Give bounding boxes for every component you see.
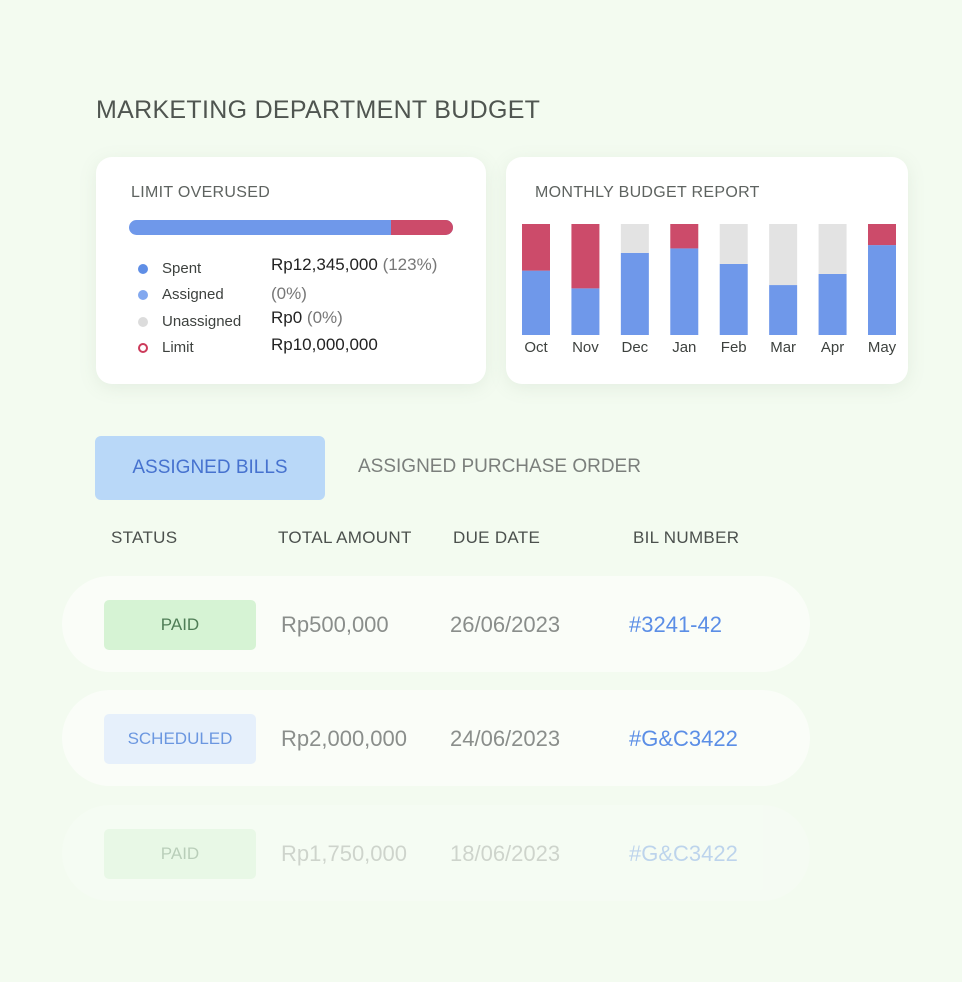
- header-due-date[interactable]: DUE DATE: [453, 528, 541, 547]
- status-badge: SCHEDULED: [104, 714, 256, 764]
- limit-ring-icon: [138, 342, 148, 353]
- bar-segment: [868, 224, 896, 246]
- bar-segment: [620, 252, 649, 335]
- limit-card-title: LIMIT OVERUSED: [131, 184, 271, 201]
- header-status[interactable]: STATUS: [111, 528, 178, 547]
- bar-segment: [719, 224, 748, 264]
- bar-segment: [818, 224, 847, 274]
- page-title: MARKETING DEPARTMENT BUDGET: [96, 96, 541, 124]
- due-date-cell: 18/06/2023: [450, 841, 561, 866]
- month-tick-label: May: [868, 339, 897, 356]
- unassigned-percent: (0%): [306, 308, 343, 327]
- legend-spent: Spent: [138, 260, 201, 277]
- limit-value: Rp10,000,000: [271, 335, 378, 355]
- spent-percent: (123%): [382, 255, 438, 274]
- bar-segment: [868, 245, 896, 335]
- spent-amount: Rp12,345,000: [271, 255, 378, 274]
- amount-cell: Rp500,000: [281, 612, 389, 637]
- amount-cell: Rp1,750,000: [281, 841, 407, 866]
- spent-dot-icon: [138, 263, 148, 274]
- month-tick-label: Dec: [622, 339, 649, 356]
- bill-number-link[interactable]: #G&C3422: [629, 726, 738, 751]
- bar-segment: [719, 263, 748, 335]
- monthly-budget-chart: Oct Nov Dec Jan Feb Mar Apr May: [522, 224, 897, 356]
- unassigned-value: Rp0 (0%): [271, 308, 343, 328]
- header-total-amount[interactable]: TOTAL AMOUNT: [278, 528, 412, 547]
- limit-amount: Rp10,000,000: [271, 335, 378, 354]
- legend-assigned: Assigned: [138, 286, 224, 303]
- month-tick-label: Jan: [672, 339, 696, 356]
- bar-segment: [571, 288, 600, 335]
- legend-label: Unassigned: [162, 313, 242, 330]
- unassigned-amount: Rp0: [271, 308, 303, 327]
- tab-assigned-bills[interactable]: ASSIGNED BILLS: [95, 436, 325, 500]
- unassigned-dot-icon: [138, 316, 148, 327]
- bar-segment: [522, 224, 550, 271]
- bill-number-link[interactable]: #G&C3422: [629, 841, 738, 866]
- spent-value: Rp12,345,000 (123%): [271, 255, 437, 275]
- limit-progress-bar: [129, 220, 453, 235]
- due-date-cell: 26/06/2023: [450, 612, 561, 637]
- tab-assigned-purchase-order[interactable]: ASSIGNED PURCHASE ORDER: [358, 456, 641, 477]
- month-tick-label: Feb: [721, 339, 747, 356]
- bar-segment: [620, 224, 649, 253]
- table-row[interactable]: PAID Rp500,000 26/06/2023 #3241-42: [62, 576, 810, 672]
- bar-segment: [769, 224, 798, 286]
- month-tick-label: Oct: [524, 339, 548, 356]
- legend-unassigned: Unassigned: [138, 313, 241, 330]
- legend-label: Spent: [162, 260, 202, 277]
- assigned-percent: (0%): [271, 284, 307, 303]
- legend-label: Assigned: [162, 286, 224, 303]
- due-date-cell: 24/06/2023: [450, 726, 561, 751]
- monthly-report-card: MONTHLY BUDGET REPORT Oct Nov Dec Jan Feb Mar…: [506, 157, 908, 384]
- month-tick-label: Mar: [770, 339, 796, 356]
- bar-segment: [670, 248, 699, 335]
- assigned-value: (0%): [271, 284, 307, 304]
- report-card-title: MONTHLY BUDGET REPORT: [535, 184, 760, 201]
- status-badge: PAID: [104, 600, 256, 650]
- status-badge: PAID: [104, 829, 256, 879]
- month-tick-label: Apr: [821, 339, 844, 356]
- amount-cell: Rp2,000,000: [281, 726, 407, 751]
- limit-card: LIMIT OVERUSED Spent Rp12,345,000 (123%)…: [96, 157, 486, 384]
- table-row[interactable]: PAID Rp1,750,000 18/06/2023 #G&C3422: [62, 805, 810, 901]
- legend-limit: Limit: [138, 339, 194, 356]
- bar-segment: [571, 224, 600, 289]
- overused-segment: [391, 220, 453, 235]
- bar-segment: [522, 270, 550, 335]
- assigned-dot-icon: [138, 289, 148, 300]
- legend-label: Limit: [162, 339, 194, 356]
- bar-segment: [818, 273, 847, 335]
- bar-segment: [769, 285, 798, 335]
- table-row[interactable]: SCHEDULED Rp2,000,000 24/06/2023 #G&C342…: [62, 690, 810, 786]
- month-tick-label: Nov: [572, 339, 599, 356]
- header-bill-number[interactable]: BIL NUMBER: [633, 528, 740, 547]
- bar-segment: [670, 224, 699, 249]
- bill-number-link[interactable]: #3241-42: [629, 612, 722, 637]
